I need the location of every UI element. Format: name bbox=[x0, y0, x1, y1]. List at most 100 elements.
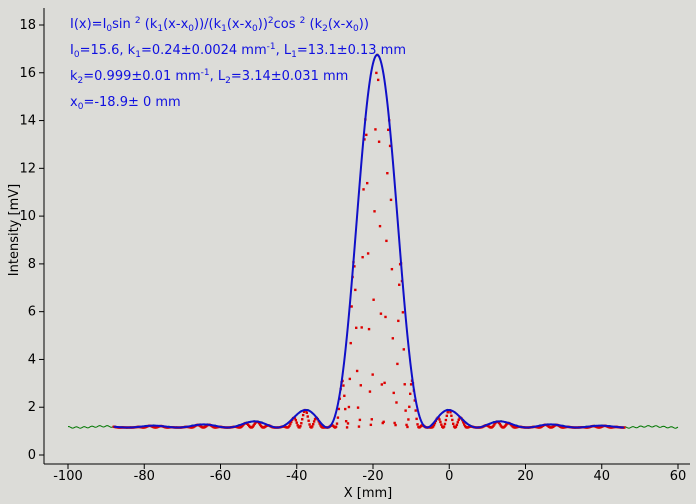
y-tick-label: 10 bbox=[19, 209, 36, 224]
measured-point bbox=[382, 420, 385, 424]
series-fit bbox=[113, 53, 624, 429]
measured-point bbox=[398, 283, 401, 286]
y-tick-label: 14 bbox=[19, 114, 36, 129]
x-tick-label: -20 bbox=[362, 469, 383, 484]
measured-point bbox=[359, 384, 362, 387]
measured-point bbox=[307, 419, 310, 422]
measured-point bbox=[312, 420, 316, 423]
measured-point bbox=[431, 425, 435, 428]
y-tick-label: 2 bbox=[28, 400, 36, 415]
measured-point bbox=[361, 255, 364, 259]
measured-point bbox=[296, 424, 299, 427]
measured-point bbox=[337, 407, 341, 411]
measured-point bbox=[373, 210, 376, 213]
y-tick-label: 6 bbox=[28, 305, 36, 320]
measured-point bbox=[354, 288, 357, 292]
measured-point bbox=[301, 418, 304, 421]
x-ticks: -100 -80 -60 -40 -20 0 20 40 60 bbox=[53, 464, 686, 484]
y-axis-label: Intensity [mV] bbox=[7, 184, 22, 276]
measured-point bbox=[355, 326, 358, 330]
measured-point bbox=[372, 298, 375, 301]
annotation-line-1: I0=15.6, k1=0.24±0.0024 mm-1, L1=13.1±0.… bbox=[70, 42, 406, 60]
measured-point bbox=[367, 327, 371, 331]
y-tick-label: 0 bbox=[28, 448, 36, 463]
measured-point bbox=[440, 423, 443, 426]
measured-point bbox=[318, 422, 321, 425]
measured-point bbox=[451, 418, 454, 422]
measured-point bbox=[462, 421, 465, 424]
measured-point bbox=[492, 424, 495, 427]
measured-point bbox=[299, 424, 302, 428]
measured-point bbox=[450, 414, 453, 417]
measured-point bbox=[349, 341, 352, 345]
measured-point bbox=[454, 425, 458, 429]
measured-point bbox=[442, 425, 446, 428]
measured-point bbox=[415, 417, 418, 421]
measured-point bbox=[378, 224, 382, 228]
measured-point bbox=[403, 383, 406, 386]
measured-point bbox=[252, 424, 255, 427]
measured-point bbox=[335, 422, 339, 425]
measured-point bbox=[392, 391, 395, 395]
measured-point bbox=[438, 418, 441, 421]
measured-point bbox=[356, 406, 360, 409]
measured-point bbox=[405, 423, 408, 427]
measured-point bbox=[312, 422, 315, 426]
measured-point bbox=[455, 423, 459, 427]
measured-point bbox=[300, 422, 303, 425]
measured-point bbox=[393, 421, 396, 425]
y-tick-label: 16 bbox=[19, 66, 36, 81]
measured-point bbox=[344, 407, 347, 411]
measured-point bbox=[432, 423, 436, 427]
measured-point bbox=[343, 394, 346, 398]
measured-point bbox=[409, 392, 412, 395]
measured-point bbox=[366, 181, 369, 185]
measured-point bbox=[445, 414, 449, 418]
measured-point bbox=[311, 425, 314, 428]
x-axis-label: X [mm] bbox=[344, 486, 393, 501]
x-tick-label: 40 bbox=[593, 469, 610, 484]
x-tick-label: -100 bbox=[53, 469, 83, 484]
measured-point bbox=[402, 348, 405, 351]
measured-point bbox=[381, 421, 384, 425]
annotation-line-2: k2=0.999±0.01 mm-1, L2=3.14±0.031 mm bbox=[70, 68, 348, 86]
x-tick-label: -40 bbox=[286, 469, 307, 484]
measured-point bbox=[353, 265, 356, 268]
measured-point bbox=[347, 405, 351, 409]
measured-point bbox=[366, 252, 370, 255]
measured-point bbox=[369, 423, 373, 427]
measured-point bbox=[446, 411, 449, 414]
measured-point bbox=[408, 405, 411, 409]
measured-point bbox=[383, 381, 386, 385]
measured-point bbox=[370, 418, 373, 421]
measured-point bbox=[336, 416, 340, 419]
measured-point bbox=[295, 421, 298, 424]
measured-point bbox=[298, 426, 301, 429]
measured-point bbox=[449, 411, 452, 414]
measured-point bbox=[342, 384, 345, 387]
measured-point bbox=[385, 239, 388, 243]
measured-point bbox=[404, 409, 407, 412]
measured-point bbox=[443, 422, 447, 426]
measured-point bbox=[305, 411, 309, 414]
measured-point bbox=[377, 140, 381, 143]
measured-point bbox=[389, 198, 393, 202]
measured-point bbox=[358, 418, 362, 422]
measured-point bbox=[498, 422, 502, 426]
measured-point bbox=[623, 426, 626, 429]
measured-point bbox=[362, 188, 365, 191]
fit-annotation: I(x)=I0sin 2 (k1(x-x0))/(k1(x-x0))2cos 2… bbox=[70, 16, 406, 112]
y-tick-label: 18 bbox=[19, 18, 36, 33]
measured-point bbox=[294, 419, 298, 422]
measured-point bbox=[375, 71, 378, 75]
measured-point bbox=[360, 326, 363, 329]
x-tick-label: -80 bbox=[134, 469, 155, 484]
measured-point bbox=[376, 78, 380, 82]
measured-point bbox=[346, 422, 350, 425]
measured-point bbox=[452, 422, 455, 425]
measured-point bbox=[374, 128, 377, 131]
y-tick-label: 8 bbox=[28, 257, 36, 272]
measured-point bbox=[416, 423, 419, 426]
measured-point bbox=[387, 128, 390, 132]
measured-point bbox=[302, 410, 306, 413]
